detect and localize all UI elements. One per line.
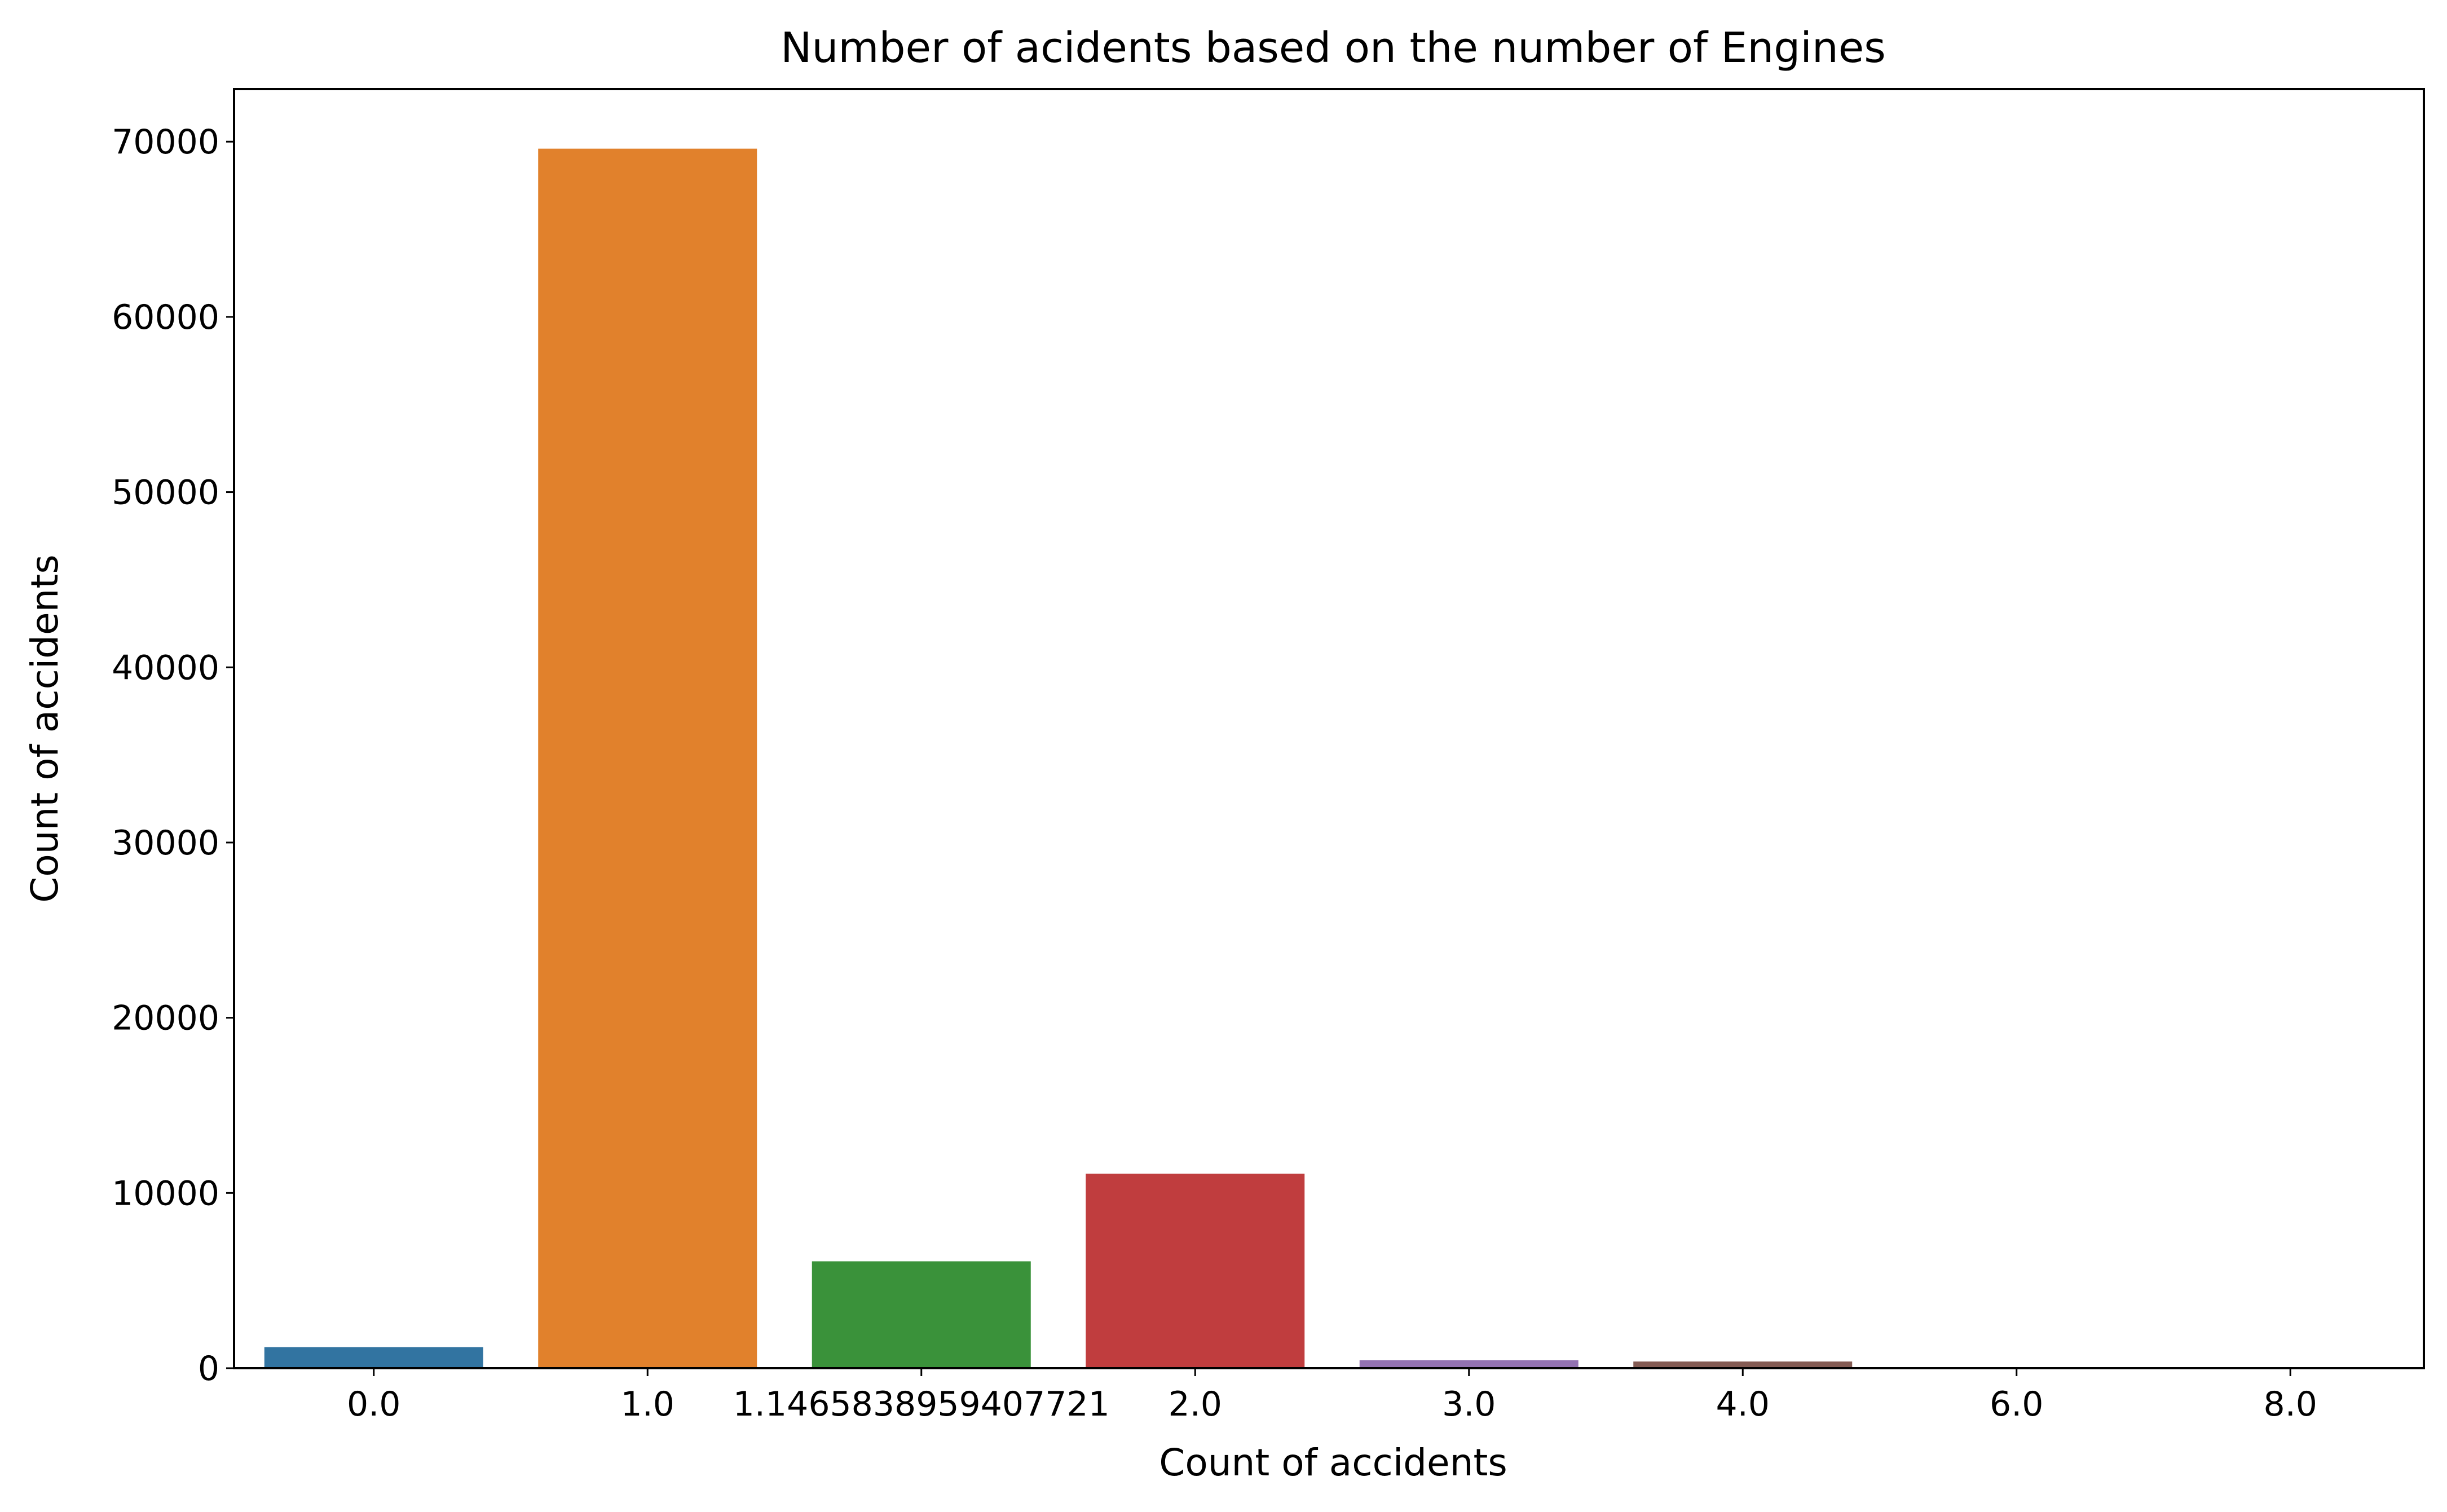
- y-tick-label-2: 20000: [112, 999, 219, 1038]
- y-axis: 0 10000 20000 30000 40000 50000 60000 70000: [112, 122, 234, 1388]
- x-tick-label-6: 6.0: [1990, 1385, 2043, 1424]
- bar-2: [812, 1261, 1031, 1368]
- y-tick-label-6: 60000: [112, 298, 219, 337]
- y-tick-label-7: 70000: [112, 122, 219, 162]
- bar-3: [1086, 1174, 1305, 1368]
- x-axis: 0.0 1.0 1.1465838959407721 2.0 3.0 4.0 6.0 8.0: [347, 1368, 2317, 1424]
- bar-0: [264, 1347, 483, 1368]
- x-tick-label-1: 1.0: [621, 1385, 674, 1424]
- x-tick-label-7: 8.0: [2264, 1385, 2317, 1424]
- y-axis-label: Count of accidents: [23, 554, 67, 903]
- y-tick-label-1: 10000: [112, 1174, 219, 1213]
- y-tick-label-0: 0: [198, 1349, 219, 1388]
- plot-frame: [233, 88, 2425, 1369]
- x-tick-label-0: 0.0: [347, 1385, 400, 1424]
- x-tick-label-3: 2.0: [1169, 1385, 1222, 1424]
- bar-5: [1633, 1361, 1853, 1368]
- x-tick-label-4: 3.0: [1442, 1385, 1496, 1424]
- bar-4: [1359, 1360, 1579, 1368]
- x-axis-label: Count of accidents: [1159, 1441, 1507, 1484]
- x-tick-label-2: 1.1465838959407721: [733, 1385, 1110, 1424]
- chart-title: Number of acidents based on the number o…: [781, 24, 1886, 72]
- y-tick-label-4: 40000: [112, 648, 219, 687]
- y-tick-label-3: 30000: [112, 823, 219, 863]
- x-tick-label-5: 4.0: [1716, 1385, 1770, 1424]
- bars-group: [264, 148, 2400, 1369]
- y-tick-label-5: 50000: [112, 473, 219, 513]
- bar-1: [538, 148, 757, 1369]
